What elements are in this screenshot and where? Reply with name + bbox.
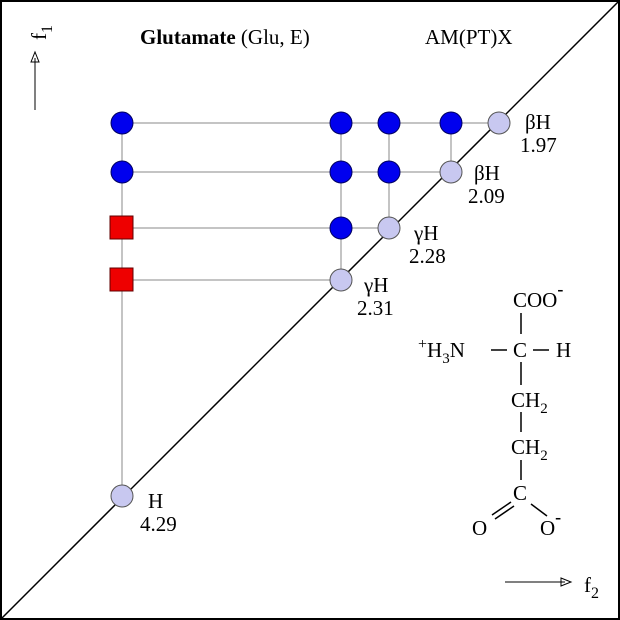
peak-label: γH	[363, 273, 388, 297]
peak-shift: 4.29	[140, 512, 177, 536]
diagonal-peak	[439, 160, 463, 184]
cross-peak	[377, 111, 401, 135]
f1-arrowhead	[30, 50, 40, 63]
peak-shift: 1.97	[520, 133, 557, 157]
ch2-sub: 2	[540, 401, 548, 417]
cross-peaks	[109, 111, 463, 292]
bond	[494, 505, 515, 520]
diagonal-peak	[377, 216, 401, 240]
diagonal-peak	[329, 268, 353, 292]
cross-peak	[329, 216, 353, 240]
cross-peak	[329, 111, 353, 135]
f2-sub: 2	[591, 585, 599, 602]
peak-label: βH	[525, 110, 551, 134]
alpha-h: H	[556, 338, 571, 362]
cross-peak	[110, 111, 134, 135]
structure: COO- +H3N C H CH2 CH2 C O O-	[418, 279, 571, 540]
bond	[491, 501, 512, 516]
diagonal-peak	[110, 484, 134, 508]
cross-peak	[439, 111, 463, 135]
f1-label: f1	[27, 25, 56, 40]
oxygen-text: O	[540, 516, 555, 540]
carboxyl: COO-	[513, 279, 563, 312]
f2-letter: f	[584, 573, 591, 597]
diagonal-peaks	[110, 111, 511, 508]
title: Glutamate (Glu, E)	[140, 25, 310, 49]
peak-label: H	[148, 489, 163, 513]
cross-peak-square	[109, 267, 134, 292]
ch2-text: CH	[511, 388, 540, 412]
side-c: C	[513, 481, 527, 505]
peak-label: βH	[474, 161, 500, 185]
oxygen: O	[472, 516, 487, 540]
f2-axis: f2	[505, 573, 599, 602]
peak-shift: 2.31	[357, 296, 394, 320]
peak-labels: βH 1.97 βH 2.09 γH 2.28 γH 2.31 H 4.29	[140, 110, 557, 536]
f1-axis: f1	[27, 25, 56, 110]
title-code: (Glu, E)	[241, 25, 310, 49]
diagonal-peak	[487, 111, 511, 135]
f1-letter: f	[27, 33, 51, 40]
amine: +H3N	[418, 336, 465, 367]
oxygen-charge: -	[555, 507, 561, 527]
amine-h: H	[427, 338, 442, 362]
f1-sub: 1	[39, 25, 56, 33]
amine-sub: 3	[442, 351, 450, 367]
oxygen: O-	[540, 507, 561, 540]
cross-peak	[110, 160, 134, 184]
alpha-c: C	[513, 338, 527, 362]
peak-label: γH	[413, 221, 438, 245]
cross-peak-square	[109, 215, 134, 240]
ch2-text: CH	[511, 435, 540, 459]
ch2-sub: 2	[540, 448, 548, 464]
f2-arrowhead	[560, 577, 573, 587]
peak-shift: 2.09	[468, 184, 505, 208]
f2-label: f2	[584, 573, 599, 602]
cross-peak	[377, 160, 401, 184]
ch2: CH2	[511, 435, 548, 464]
cross-peak	[329, 160, 353, 184]
bond	[530, 503, 548, 517]
spin-system: AM(PT)X	[425, 25, 513, 49]
amine-n: N	[450, 338, 465, 362]
peak-shift: 2.28	[409, 244, 446, 268]
ch2: CH2	[511, 388, 548, 417]
carboxyl-charge: -	[557, 279, 563, 299]
carboxyl-text: COO	[513, 288, 557, 312]
title-name: Glutamate	[140, 25, 236, 49]
amine-charge: +	[418, 336, 427, 353]
